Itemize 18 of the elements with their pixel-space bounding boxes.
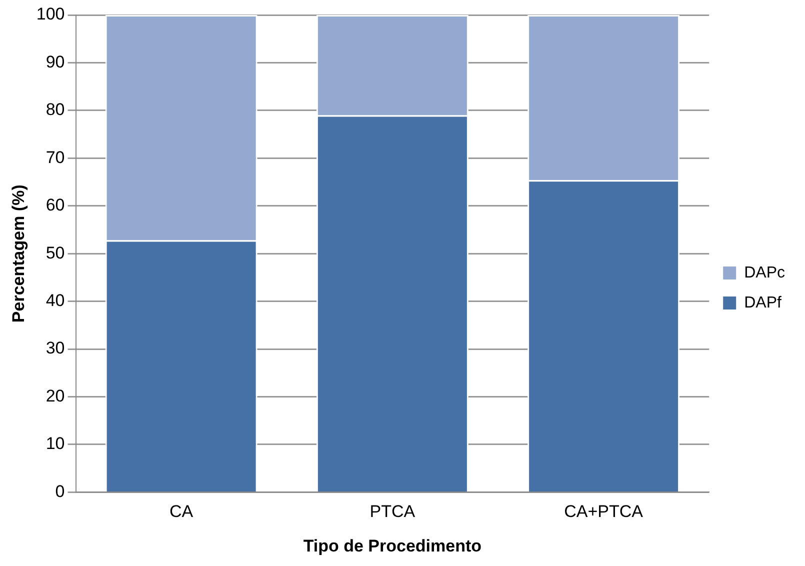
- y-tick-label: 100: [36, 4, 65, 24]
- y-tick-label: 70: [46, 148, 65, 167]
- y-tick-label: 50: [46, 243, 65, 262]
- y-tick-label: 10: [46, 434, 65, 454]
- y-tick-label: 0: [55, 482, 65, 501]
- x-axis-title: Tipo de Procedimento: [303, 536, 482, 556]
- y-tick-label: 30: [46, 338, 65, 358]
- x-tick-label: CA: [170, 502, 194, 522]
- legend-label: DAPf: [744, 294, 782, 312]
- y-tick-label: 90: [46, 52, 65, 72]
- y-axis-title: Percentagem (%): [8, 184, 28, 323]
- y-tick-label: 60: [46, 196, 65, 215]
- legend-label: DAPc: [744, 264, 786, 282]
- x-tick-label: CA+PTCA: [564, 502, 644, 522]
- y-tick-label: 20: [46, 386, 65, 406]
- y-tick-label: 40: [46, 291, 65, 310]
- y-tick-label: 80: [46, 100, 65, 120]
- x-tick-label: PTCA: [370, 502, 416, 522]
